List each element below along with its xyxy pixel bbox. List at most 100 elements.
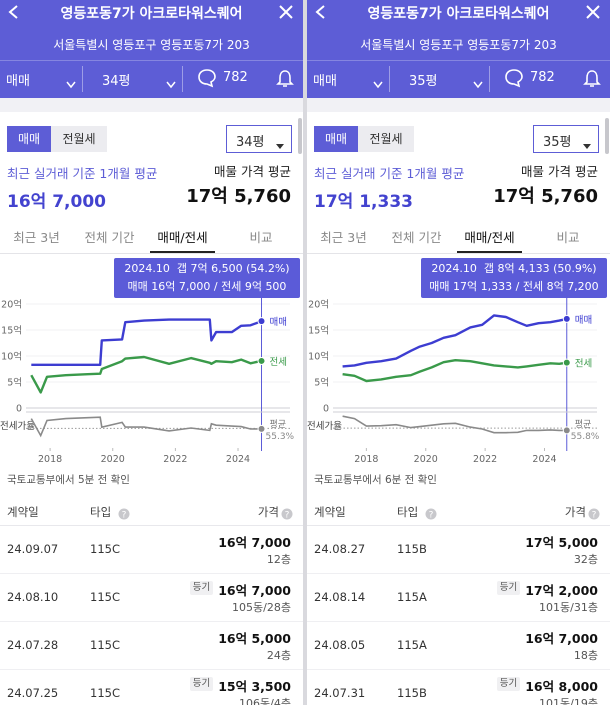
rate-end-dot <box>257 424 266 433</box>
close-button[interactable] <box>278 4 294 24</box>
back-button-svg <box>315 5 325 19</box>
header-address: 서울특별시 영등포구 영등포동7가 203 <box>53 38 250 52</box>
rate-label: 전세가율 <box>307 421 342 432</box>
close-button-svg <box>586 5 600 19</box>
tab[interactable]: 전체 기간 <box>84 230 135 245</box>
series-line <box>342 314 568 368</box>
y-tick-label: 0 <box>323 404 329 415</box>
table-row[interactable]: 24.08.05 115A 16억 7,000 18층 <box>307 622 610 670</box>
row-price: 16억 7,000 <box>218 535 291 550</box>
listing-price: 17억 5,760 <box>493 186 598 207</box>
tab[interactable]: 전체 기간 <box>391 230 442 245</box>
tab[interactable]: 매매/전세 <box>464 230 515 245</box>
toolbar-size[interactable]: 35평 <box>409 74 438 89</box>
close-button[interactable] <box>585 4 601 24</box>
row-price: 16억 5,000 <box>218 631 291 646</box>
help-circle <box>281 508 293 520</box>
dropdown-caret-svg <box>276 144 284 149</box>
series-end-dot <box>257 356 266 365</box>
listing-label: 매물 가격 평균 <box>521 164 598 179</box>
dropdown-caret-svg <box>583 144 591 149</box>
comment-count[interactable]: 782 <box>223 70 248 85</box>
row-type: 115A <box>397 590 427 604</box>
help-mark: ? <box>285 511 290 521</box>
rate-average-name: 평균 <box>575 419 592 430</box>
help-icon: ? <box>425 505 437 524</box>
bubble <box>198 69 216 88</box>
table-row[interactable]: 24.08.10 115C 16억 7,000 105동/28층 등기 <box>0 574 303 622</box>
toggle-rent[interactable]: 전월세 <box>358 126 414 152</box>
toolbar-divider <box>0 60 303 61</box>
x-tick-label: 2022 <box>163 454 187 465</box>
row-floor: 18층 <box>573 649 598 662</box>
toggle-sale[interactable]: 매매 <box>314 126 358 152</box>
header-title: 영등포동7가 아크로타워스퀘어 <box>60 6 243 22</box>
toolbar-deal[interactable]: 매매 <box>313 74 337 89</box>
series-line <box>30 355 262 394</box>
back-button[interactable] <box>313 4 329 24</box>
comment-icon-svg <box>198 69 216 88</box>
bell-icon[interactable] <box>583 69 601 93</box>
row-date: 24.07.31 <box>314 686 366 700</box>
tab[interactable]: 최근 3년 <box>320 230 367 245</box>
size-dropdown[interactable]: 34평 <box>226 125 292 153</box>
col-date: 계약일 <box>7 505 39 519</box>
toggle-rent[interactable]: 전월세 <box>51 126 107 152</box>
recent-price: 17억 1,333 <box>314 192 413 212</box>
registered-badge: 등기 <box>496 581 521 595</box>
help-icon: ? <box>118 505 130 524</box>
row-date: 24.08.05 <box>314 638 366 652</box>
row-floor: 106동/4층 <box>239 697 291 705</box>
table-header-border <box>0 525 303 526</box>
legend-label: 매매 <box>270 317 287 328</box>
y-tick-label: 15억 <box>308 325 329 337</box>
toolbar-sep <box>82 66 83 92</box>
row-price: 17억 2,000 <box>525 583 598 598</box>
tab[interactable]: 최근 3년 <box>13 230 60 245</box>
rate-label: 전세가율 <box>0 421 35 432</box>
row-price: 17억 5,000 <box>525 535 598 550</box>
rate-average-label: 55.3% <box>266 432 295 442</box>
tabs-border <box>0 253 303 254</box>
back-button[interactable] <box>6 4 22 24</box>
tab[interactable]: 비교 <box>249 230 273 245</box>
col-price: 가격 <box>257 505 279 519</box>
table-row[interactable]: 24.07.25 115C 15억 3,500 106동/4층 등기 <box>0 670 303 705</box>
size-dropdown[interactable]: 35평 <box>533 125 599 153</box>
tab[interactable]: 매매/전세 <box>157 230 208 245</box>
x-tick-label: 2018 <box>38 454 62 465</box>
table-row[interactable]: 24.08.14 115A 17억 2,000 101동/31층 등기 <box>307 574 610 622</box>
comment-icon[interactable] <box>504 68 524 92</box>
series-end-dot <box>257 317 266 326</box>
table-row[interactable]: 24.07.31 115B 16억 8,000 101동/19층 등기 <box>307 670 610 705</box>
listing-price: 17억 5,760 <box>186 186 291 207</box>
bell-icon[interactable] <box>276 69 294 93</box>
rate-average-label: 55.8% <box>571 432 600 442</box>
toggle-sale[interactable]: 매매 <box>7 126 51 152</box>
bell <box>583 70 601 87</box>
toolbar-deal[interactable]: 매매 <box>6 74 30 89</box>
comment-icon[interactable] <box>197 68 217 92</box>
table-row[interactable]: 24.07.28 115C 16억 5,000 24층 <box>0 622 303 670</box>
legend-label: 전세 <box>270 357 287 368</box>
table-row[interactable]: 24.09.07 115C 16억 7,000 12층 <box>0 526 303 574</box>
toolbar-size[interactable]: 34평 <box>102 74 131 89</box>
legend-label: 매매 <box>575 315 592 326</box>
row-date: 24.08.10 <box>7 590 59 604</box>
table-row[interactable]: 24.08.27 115B 17억 5,000 32층 <box>307 526 610 574</box>
tab[interactable]: 비교 <box>556 230 580 245</box>
row-price: 15억 3,500 <box>218 679 291 694</box>
x-tick-label: 2024 <box>226 454 250 465</box>
comment-count[interactable]: 782 <box>530 70 555 85</box>
row-type: 115B <box>397 686 427 700</box>
y-tick-label: 5억 <box>314 377 329 389</box>
row-floor: 24층 <box>266 649 291 662</box>
tooltip-text: 2024.10 갭 8억 4,133 (50.9%) <box>431 262 596 275</box>
y-tick-label: 10억 <box>1 351 22 363</box>
tooltip-text: 2024.10 갭 7억 6,500 (54.2%) <box>124 262 289 275</box>
toolbar-caret-svg <box>373 81 383 89</box>
row-type: 115C <box>90 542 120 556</box>
